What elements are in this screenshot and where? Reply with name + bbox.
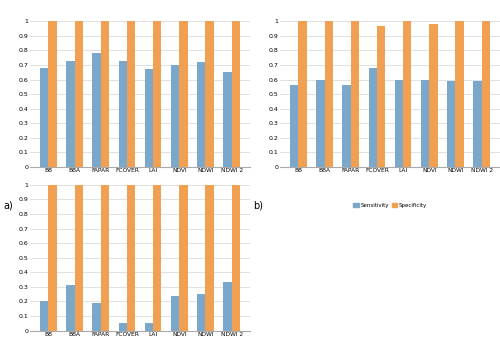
Text: b): b) <box>254 201 264 211</box>
Bar <box>224 72 232 167</box>
Text: a): a) <box>4 201 14 211</box>
Bar <box>144 323 153 331</box>
Bar <box>447 81 456 167</box>
Bar <box>118 323 127 331</box>
Bar <box>100 21 109 167</box>
Bar <box>224 283 232 331</box>
Bar <box>127 185 136 331</box>
Bar <box>377 26 386 167</box>
Bar <box>290 85 298 167</box>
Bar <box>66 61 74 167</box>
Legend: Sensitivity, Specificity: Sensitivity, Specificity <box>101 201 179 210</box>
Legend: Sensitivity, Specificity: Sensitivity, Specificity <box>351 201 429 210</box>
Bar <box>197 62 205 167</box>
Bar <box>92 303 100 331</box>
Bar <box>144 69 153 167</box>
Bar <box>40 68 48 167</box>
Bar <box>324 21 333 167</box>
Bar <box>48 185 56 331</box>
Bar <box>456 21 464 167</box>
Bar <box>66 285 74 331</box>
Bar <box>127 21 136 167</box>
Bar <box>474 81 482 167</box>
Bar <box>40 301 48 331</box>
Bar <box>118 61 127 167</box>
Bar <box>74 185 83 331</box>
Bar <box>298 21 306 167</box>
Bar <box>394 80 403 167</box>
Bar <box>197 294 205 331</box>
Bar <box>153 21 162 167</box>
Bar <box>206 185 214 331</box>
Bar <box>232 185 240 331</box>
Bar <box>421 80 430 167</box>
Bar <box>74 21 83 167</box>
Bar <box>206 21 214 167</box>
Bar <box>403 21 411 167</box>
Bar <box>430 24 438 167</box>
Bar <box>171 295 179 331</box>
Bar <box>342 85 350 167</box>
Bar <box>232 21 240 167</box>
Bar <box>368 68 377 167</box>
Bar <box>350 21 359 167</box>
Bar <box>153 185 162 331</box>
Bar <box>180 185 188 331</box>
Bar <box>100 185 109 331</box>
Bar <box>482 21 490 167</box>
Bar <box>180 21 188 167</box>
Bar <box>92 53 100 167</box>
Bar <box>316 80 324 167</box>
Bar <box>48 21 56 167</box>
Bar <box>171 65 179 167</box>
